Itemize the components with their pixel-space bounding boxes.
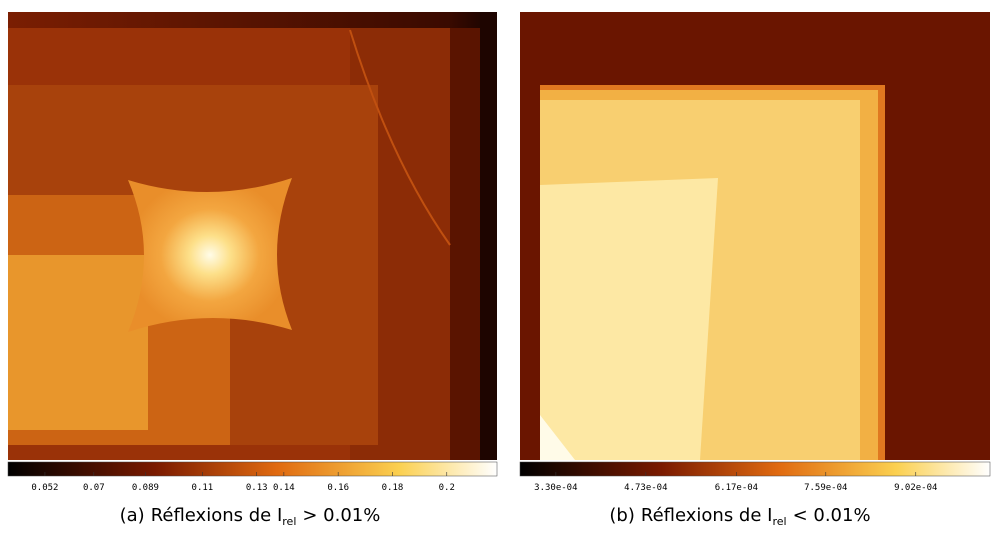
tick-label: 9.02e-04 bbox=[894, 483, 937, 493]
caption-subscript: rel bbox=[282, 515, 296, 528]
caption-label: (b) bbox=[609, 505, 634, 526]
tick-label: 0.11 bbox=[192, 483, 214, 493]
tick-label: 0.16 bbox=[327, 483, 349, 493]
caption: (b) Réflexions de Irel < 0.01% bbox=[609, 505, 870, 528]
tick-label: 3.30e-04 bbox=[534, 483, 577, 493]
tick-label: 6.17e-04 bbox=[715, 483, 758, 493]
tick-label: 7.59e-04 bbox=[804, 483, 847, 493]
tick-label: 0.052 bbox=[31, 483, 58, 493]
caption-relation: > 0.01% bbox=[302, 505, 380, 526]
tick-label: 0.18 bbox=[382, 483, 404, 493]
colorbar bbox=[519, 461, 991, 477]
tick-label: 0.07 bbox=[83, 483, 105, 493]
heatmap-b bbox=[520, 12, 990, 460]
caption-subscript: rel bbox=[772, 515, 786, 528]
tick-label: 0.089 bbox=[132, 483, 159, 493]
caption-label: (a) bbox=[120, 505, 145, 526]
colorbar bbox=[7, 461, 498, 477]
tick-label: 4.73e-04 bbox=[624, 483, 667, 493]
caption: (a) Réflexions de Irel > 0.01% bbox=[120, 505, 381, 528]
tick-label: 0.2 bbox=[439, 483, 455, 493]
caption-text: Réflexions de I bbox=[151, 505, 283, 526]
caption-relation: < 0.01% bbox=[793, 505, 871, 526]
tick-label: 0.14 bbox=[273, 483, 295, 493]
tick-label: 0.13 bbox=[246, 483, 268, 493]
heatmap-a bbox=[8, 12, 497, 460]
caption-text: Réflexions de I bbox=[641, 505, 773, 526]
